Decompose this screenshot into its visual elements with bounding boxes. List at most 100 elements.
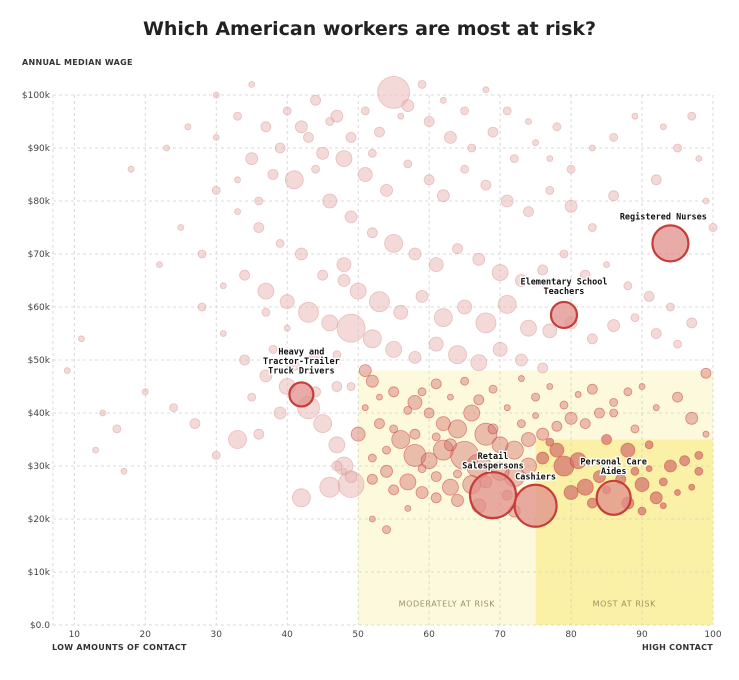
data-point bbox=[423, 116, 435, 127]
data-point bbox=[702, 430, 710, 438]
y-tick-label: $50k bbox=[28, 356, 51, 366]
data-point bbox=[261, 307, 271, 317]
data-point bbox=[374, 418, 385, 430]
data-point bbox=[163, 144, 170, 152]
data-point bbox=[491, 264, 509, 281]
data-point bbox=[303, 131, 314, 143]
data-point bbox=[664, 459, 677, 473]
data-point bbox=[436, 189, 450, 203]
data-point bbox=[532, 412, 539, 420]
data-point bbox=[435, 416, 451, 432]
data-point bbox=[317, 269, 329, 281]
data-point bbox=[141, 388, 149, 396]
data-point bbox=[382, 525, 391, 534]
data-point bbox=[313, 414, 333, 434]
data-point bbox=[460, 164, 470, 174]
x-tick-label: 40 bbox=[281, 630, 293, 640]
data-point bbox=[520, 457, 537, 475]
data-point bbox=[63, 367, 71, 375]
data-point bbox=[245, 152, 259, 166]
data-point bbox=[344, 470, 358, 484]
data-point bbox=[407, 394, 423, 410]
annotation-label: Truck Drivers bbox=[268, 365, 335, 376]
annotation-label: Elementary School bbox=[520, 277, 607, 287]
data-point bbox=[517, 375, 525, 382]
data-point bbox=[448, 345, 467, 365]
annotation-label: Heavy and bbox=[278, 347, 324, 357]
data-point bbox=[212, 91, 220, 99]
data-point bbox=[433, 308, 453, 328]
zone-label: MODERATELY AT RISK bbox=[399, 599, 496, 608]
data-point bbox=[219, 330, 227, 337]
y-tick-label: $40k bbox=[28, 409, 51, 419]
annotation-label: Aides bbox=[601, 466, 627, 477]
data-point bbox=[686, 317, 698, 329]
data-point bbox=[309, 348, 322, 362]
annotation-label: Teachers bbox=[543, 287, 584, 297]
data-point bbox=[601, 434, 612, 445]
data-point bbox=[685, 411, 699, 425]
data-point bbox=[368, 515, 376, 523]
data-point bbox=[336, 313, 366, 343]
data-point bbox=[563, 485, 579, 500]
data-point bbox=[350, 426, 366, 442]
data-point bbox=[460, 376, 470, 386]
x-tick-label: 50 bbox=[352, 630, 364, 640]
data-point bbox=[311, 164, 320, 174]
data-point bbox=[579, 418, 591, 430]
data-point bbox=[408, 350, 422, 364]
data-point bbox=[525, 118, 532, 125]
data-point bbox=[384, 233, 404, 253]
data-point bbox=[620, 442, 636, 458]
data-point bbox=[491, 436, 509, 454]
data-point bbox=[559, 400, 569, 410]
data-point bbox=[328, 436, 346, 454]
data-point bbox=[92, 446, 99, 454]
data-point bbox=[254, 196, 264, 206]
data-point bbox=[393, 304, 409, 320]
data-point bbox=[545, 437, 555, 447]
highlighted-point bbox=[651, 224, 690, 263]
data-point bbox=[385, 340, 403, 358]
annotation-label: Personal Care bbox=[580, 457, 647, 467]
x-tick-label: 60 bbox=[423, 630, 435, 640]
data-point bbox=[403, 443, 427, 467]
data-point bbox=[708, 223, 718, 232]
data-point bbox=[587, 223, 597, 232]
data-point bbox=[234, 208, 241, 216]
data-point bbox=[687, 111, 697, 121]
data-point bbox=[211, 450, 221, 460]
data-point bbox=[448, 419, 467, 439]
data-point bbox=[430, 492, 442, 504]
data-point bbox=[643, 290, 655, 302]
data-point bbox=[298, 301, 319, 323]
data-point bbox=[357, 167, 373, 182]
data-point bbox=[322, 193, 338, 209]
data-point bbox=[666, 302, 675, 312]
data-point bbox=[439, 96, 447, 104]
data-point bbox=[649, 491, 663, 505]
data-point bbox=[112, 424, 122, 434]
data-point bbox=[694, 466, 704, 476]
data-point bbox=[487, 126, 499, 138]
data-point bbox=[679, 455, 691, 467]
data-point bbox=[294, 247, 308, 261]
data-point bbox=[332, 350, 342, 360]
data-point bbox=[403, 159, 413, 169]
data-point bbox=[523, 206, 534, 218]
data-point bbox=[325, 117, 335, 126]
data-point bbox=[288, 359, 300, 371]
data-point bbox=[536, 427, 550, 441]
data-point bbox=[345, 131, 357, 143]
data-point bbox=[177, 224, 185, 231]
highlighted-point bbox=[595, 479, 632, 516]
data-point bbox=[546, 155, 554, 163]
y-tick-label: $80k bbox=[28, 197, 51, 207]
data-point bbox=[536, 451, 550, 465]
data-point bbox=[369, 291, 390, 313]
x-tick-label: 90 bbox=[636, 630, 648, 640]
data-point bbox=[659, 502, 667, 510]
data-point bbox=[228, 430, 247, 449]
y-tick-label: $100k bbox=[22, 91, 51, 101]
